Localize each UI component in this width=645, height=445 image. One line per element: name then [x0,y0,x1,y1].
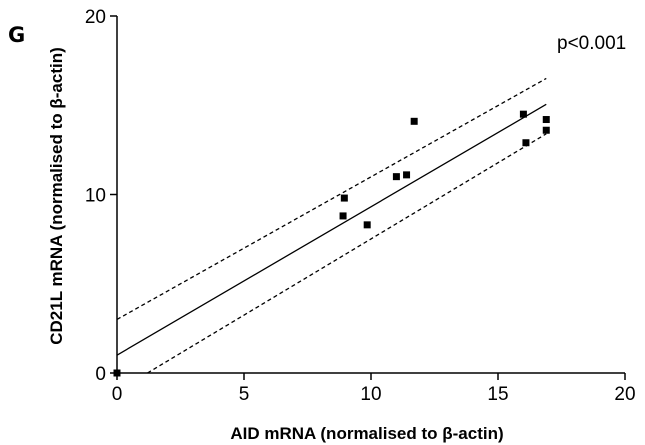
x-tick-label: 10 [360,384,381,405]
y-axis-ticks: 0 10 20 [85,7,117,385]
confidence-band-upper [116,77,547,321]
confidence-band-lower [147,133,547,374]
y-tick-label: 0 [95,364,106,385]
regression-line [116,103,547,356]
data-point [363,221,371,229]
x-tick-label: 20 [614,384,635,405]
p-value-annotation: p<0.001 [557,33,626,54]
x-tick-label: 5 [239,384,250,405]
data-point [522,139,530,147]
data-point [339,212,347,220]
y-axis-label: CD21L mRNA (normalised to β-actin) [47,47,66,345]
data-point [113,369,121,377]
plot-area [113,77,550,377]
data-point [392,173,400,181]
data-point [340,194,348,202]
x-tick-label: 0 [112,384,123,405]
y-tick-label: 10 [85,186,106,207]
panel-label: G [8,23,25,47]
data-point [410,117,418,125]
x-axis-ticks: 0 5 10 15 20 [112,373,636,405]
data-point [403,171,411,179]
y-tick-label: 20 [85,7,106,28]
data-point [542,116,550,124]
x-axis-label: AID mRNA (normalised to β-actin) [230,424,503,443]
data-point [542,126,550,134]
data-point [519,110,527,118]
x-tick-label: 15 [487,384,508,405]
